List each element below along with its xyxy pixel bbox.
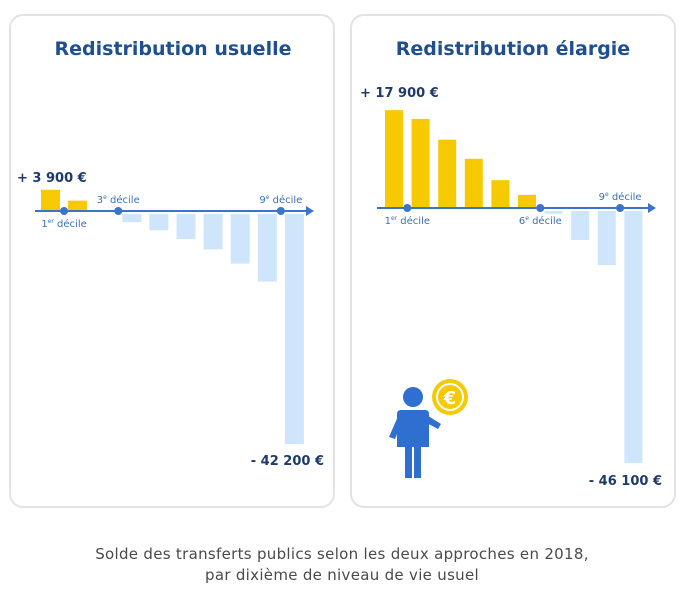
chart-title-usuelle: Redistribution usuelle xyxy=(55,38,292,60)
bar-decile-10 xyxy=(284,214,304,444)
bar-decile-7 xyxy=(203,214,223,250)
bar-decile-4 xyxy=(464,158,483,208)
bar-decile-9 xyxy=(597,211,616,266)
bar-decile-6 xyxy=(518,194,536,208)
bars-usuelle: 1er décile 3e décile 9e décile + 3 900 € - 4… xyxy=(17,171,324,469)
bar-decile-1 xyxy=(385,110,403,208)
bar-decile-10 xyxy=(624,211,643,463)
panel-redistribution-usuelle xyxy=(9,14,335,508)
decile-marker-label: 1er décile xyxy=(385,215,430,227)
decile-marker-dot xyxy=(403,204,412,212)
bars-elargie: 1er décile 6e décile 9e décile + 17 900 € - … xyxy=(360,86,662,489)
min-value-label: - 46 100 € xyxy=(589,474,662,489)
bar-decile-8 xyxy=(571,211,590,240)
decile-marker-dot xyxy=(536,204,545,212)
caption-line-2: par dixième de niveau de vie usuel xyxy=(205,566,479,584)
max-value-label: + 3 900 € xyxy=(17,171,87,186)
bar-decile-1 xyxy=(41,189,60,211)
min-value-label: - 42 200 € xyxy=(251,454,324,469)
max-value-label: + 17 900 € xyxy=(360,86,439,101)
decile-marker-label: 9e décile xyxy=(599,191,642,203)
x-axis-arrow-icon xyxy=(306,206,314,216)
bar-decile-7 xyxy=(544,211,563,214)
chart-title-elargie: Redistribution élargie xyxy=(396,38,630,60)
caption-line-1: Solde des transferts publics selon les d… xyxy=(95,545,589,563)
bar-decile-5 xyxy=(491,180,510,208)
euro-coin-icon: € xyxy=(432,379,468,415)
x-axis-arrow-icon xyxy=(648,203,656,213)
euro-symbol: € xyxy=(443,388,457,409)
bar-decile-9 xyxy=(257,214,277,282)
bar-decile-2 xyxy=(68,200,88,211)
bar-decile-4 xyxy=(122,214,142,223)
decile-marker-label: 3e décile xyxy=(97,194,140,206)
decile-marker-dot xyxy=(60,207,69,215)
decile-marker-dot xyxy=(616,204,625,212)
person-with-euro-coin-icon: € xyxy=(389,379,468,478)
decile-marker-dot xyxy=(276,207,285,215)
decile-marker-label: 9e décile xyxy=(259,194,302,206)
bar-decile-3 xyxy=(438,139,457,208)
bar-decile-2 xyxy=(411,118,430,208)
decile-marker-label: 6e décile xyxy=(519,215,562,227)
bar-decile-6 xyxy=(176,214,196,240)
bar-decile-5 xyxy=(149,214,169,231)
decile-marker-label: 1er décile xyxy=(41,218,86,230)
bar-decile-8 xyxy=(230,214,250,264)
decile-marker-dot xyxy=(114,207,123,215)
